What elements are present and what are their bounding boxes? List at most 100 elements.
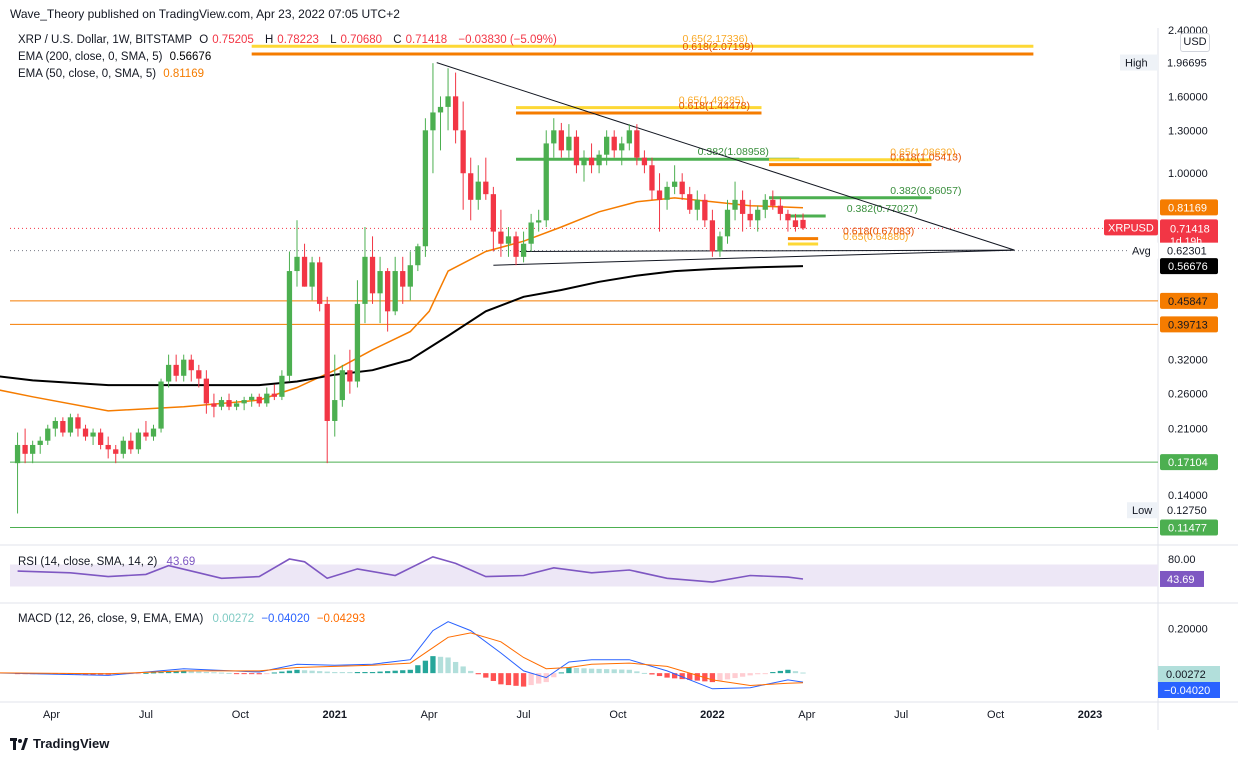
rsi-value: 43.69 [166,556,196,568]
ema50-line [0,197,804,412]
macd-histogram-bar [656,673,663,677]
candle-body [362,256,368,304]
candle-body [528,222,534,244]
candle-body [445,96,451,107]
candle-body [75,417,81,429]
candle-body [203,378,210,404]
macd-histogram-bar [264,673,270,675]
candle-body [256,396,262,404]
price-label-value: 1.96695 [1167,58,1207,70]
ema50-value: 0.81169 [163,68,204,80]
macd-tick-label: 0.20000 [1168,623,1208,635]
candle-body [732,199,738,210]
publisher-header: Wave_Theory published on TradingView.com… [10,7,400,21]
macd-histogram-bar [392,670,398,674]
price-label-bg [1160,242,1222,259]
candle-body [770,199,776,206]
fib-level-label: 0.618(2.07199) [683,41,754,53]
candle-body [120,440,126,454]
macd-histogram-bar [732,673,738,679]
candle-body [543,143,549,221]
candle-body [271,393,277,397]
macd-histogram-bar [369,672,376,674]
macd-histogram-bar [641,672,648,674]
candle-body [241,400,247,404]
macd-histogram-bar [233,673,240,675]
macd-histogram-bar [792,671,799,674]
candle-body [694,199,700,210]
macd-histogram-bar [566,667,572,674]
macd-histogram-bar [271,672,277,674]
fib-level-label: 0.65(0.64880) [843,231,908,243]
candle-body [188,359,194,371]
candle-body [475,181,481,200]
macd-histogram-bar [671,673,678,679]
price-label-value: 0.62301 [1167,246,1207,258]
candle-body [551,130,557,144]
macd-histogram-bar [573,667,580,674]
candle-body [483,181,489,195]
symbol-name: XRP / U.S. Dollar, 1W, BITSTAMP [18,34,193,46]
time-tick-label: Jul [517,709,531,721]
candle-body [498,231,504,244]
rsi-band [10,564,1158,587]
currency-button[interactable]: USD [1180,33,1210,52]
macd-histogram-bar [218,672,225,674]
candle-body [792,220,799,227]
price-label-value: 0.56676 [1168,261,1208,273]
time-tick-label: 2022 [700,709,724,721]
close-value: C 0.71418 [393,34,448,46]
candle-body [626,130,632,144]
price-label-tag-bg [1127,242,1158,259]
macd-histogram-bar [588,668,595,674]
macd-histogram-bar [384,671,391,674]
time-tick-label: Apr [798,709,815,721]
candle-body [558,130,564,151]
macd-label: MACD (12, 26, close, 9, EMA, EMA) [18,613,204,625]
candle-body [671,181,678,187]
macd-histogram-bar [611,669,617,674]
price-tick-label: 0.21000 [1168,424,1208,436]
price-tick-label: 1.30000 [1168,125,1208,137]
macd-histogram-bar [558,672,564,674]
candle-body [196,370,202,379]
price-label-tag: High [1125,58,1148,70]
candle-body [143,432,149,437]
time-tick-label: Jul [139,709,153,721]
high-value: H 0.78223 [264,34,319,46]
candle-body [52,420,58,429]
candle-body [128,440,134,450]
low-value: L 0.70680 [330,34,383,46]
macd-histogram-bar [173,671,179,674]
macd-value-box [1158,682,1220,698]
price-label-box [1160,454,1218,471]
macd-histogram-bar [196,671,202,674]
candle-body [649,165,655,191]
macd-histogram-bar [626,669,632,674]
price-label-value: 0.39713 [1168,319,1208,331]
macd-histogram-bar [430,656,436,674]
candle-body [354,303,361,382]
candle-body [800,219,806,229]
macd-histogram-bar [407,669,413,674]
candle-body [400,271,406,287]
candle-body [702,199,708,221]
candle-body [611,136,617,151]
macd-histogram-bar [581,668,587,674]
macd-histogram-bar [604,669,610,674]
macd-histogram-bar [452,661,459,674]
candle-body [22,444,28,454]
candle-body [596,154,602,166]
price-label-box [1160,316,1218,333]
last-price-value: 0.71418 [1170,223,1210,235]
symbol-legend: XRP / U.S. Dollar, 1W, BITSTAMP O 0.75205… [18,34,561,46]
ema200-value: 0.56676 [169,51,212,63]
time-tick-label: Apr [421,709,438,721]
candle-body [777,205,784,214]
macd-histogram-bar [445,657,451,674]
symbol-tag-text: XRPUSD [1108,222,1154,234]
ema200-line [0,265,804,387]
macd-histogram-bar [664,673,670,678]
price-label-box [1160,199,1218,216]
candle-body [181,359,187,376]
